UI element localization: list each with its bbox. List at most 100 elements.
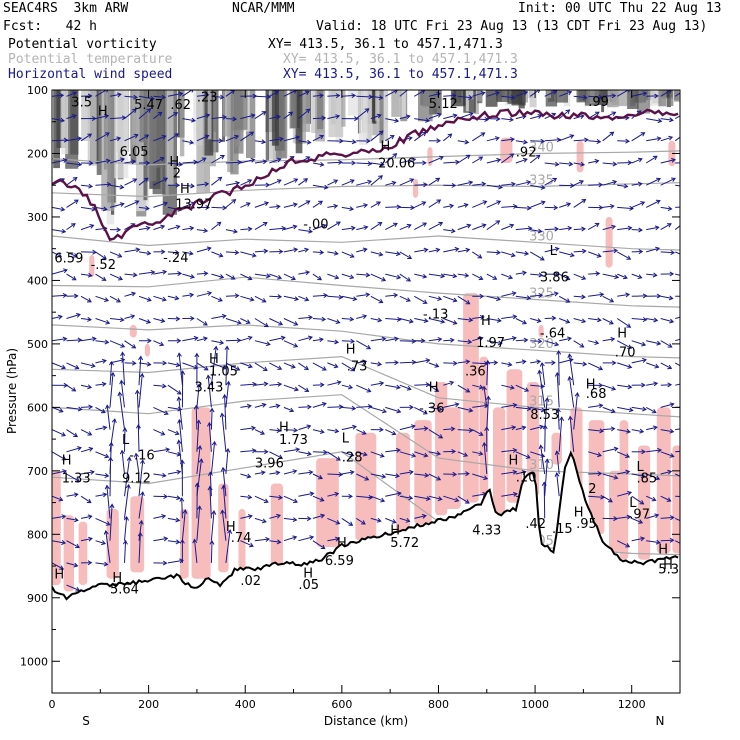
wind-vector-head <box>367 179 373 185</box>
wind-vector <box>660 340 672 348</box>
wind-vector <box>211 95 224 98</box>
wind-vector <box>530 184 545 189</box>
wind-vector-head <box>74 364 80 370</box>
wind-vector <box>428 429 443 439</box>
wind-vector <box>486 273 497 280</box>
wind-vector <box>225 118 237 120</box>
wind-vector-head <box>275 204 281 210</box>
wind-vector-head <box>303 178 309 183</box>
wind-vector <box>587 362 603 370</box>
wind-vector-head <box>177 406 183 412</box>
wind-vector <box>240 273 252 280</box>
wind-vector-head <box>551 315 557 321</box>
wind-vector-head <box>565 109 571 114</box>
wind-vector-head <box>246 403 252 409</box>
wind-vector <box>66 406 82 410</box>
extremum-label: .23 <box>197 90 218 105</box>
wind-vector-head <box>638 519 644 524</box>
wind-vector <box>515 251 529 255</box>
wind-vector <box>370 273 386 281</box>
wind-vector <box>356 204 368 208</box>
wind-vector <box>443 403 459 408</box>
wind-vector <box>530 229 542 233</box>
wind-vector <box>443 161 460 164</box>
wind-vector-head <box>61 432 66 437</box>
wind-vector-head <box>626 514 632 520</box>
wind-vector <box>428 384 439 392</box>
wind-vector <box>298 295 309 301</box>
wind-vector <box>573 139 588 142</box>
wind-vector <box>153 448 170 453</box>
wind-vector <box>631 273 642 279</box>
wind-vector <box>341 517 353 526</box>
wind-vector-head <box>365 292 371 298</box>
wind-vector <box>225 199 236 208</box>
wind-vector-head <box>579 180 584 185</box>
wind-vector-head <box>292 517 298 523</box>
wind-vector-head <box>222 205 228 211</box>
wind-vector-head <box>423 182 428 188</box>
wind-vector <box>52 429 66 437</box>
wind-vector <box>66 92 77 97</box>
wind-vector-head <box>88 446 94 452</box>
wind-vector-head <box>219 412 225 418</box>
x-tick-label: 200 <box>138 698 159 711</box>
wind-vector-head <box>536 90 541 94</box>
wind-vector-head <box>554 226 560 232</box>
wind-vector <box>269 158 281 164</box>
wind-vector-head <box>197 445 203 450</box>
wind-vector-head <box>63 137 69 143</box>
wind-vector <box>124 428 126 452</box>
wind-vector-head <box>510 252 516 258</box>
wind-vector-head <box>524 250 530 256</box>
pv-contour-line <box>52 108 679 242</box>
wind-vector <box>269 495 283 499</box>
strat-shade-cell <box>341 90 346 127</box>
wind-vector-head <box>526 295 532 301</box>
wind-vector <box>182 202 195 208</box>
wind-vector <box>95 360 107 364</box>
wind-vector-head <box>642 406 647 412</box>
wind-vector-head <box>179 539 185 544</box>
wind-vector <box>167 162 183 166</box>
wind-vector <box>153 95 166 98</box>
wind-vector <box>472 183 486 186</box>
wind-vector-head <box>263 322 269 328</box>
wind-vector <box>95 295 109 302</box>
wind-vector <box>66 562 78 567</box>
wind-vector <box>472 156 483 164</box>
wind-vector-head <box>512 203 518 209</box>
wind-vector-head <box>626 255 632 260</box>
wind-vector-head <box>178 91 184 97</box>
wind-vector <box>544 425 546 452</box>
wind-vector-head <box>116 227 122 233</box>
wind-vector-head <box>465 359 471 365</box>
wind-vector-head <box>449 203 455 209</box>
wind-vector-head <box>174 249 180 255</box>
wind-vector <box>399 495 413 499</box>
wind-vector-head <box>104 297 110 302</box>
wind-vector-head <box>554 472 560 478</box>
wind-vector <box>573 115 584 120</box>
wind-vector-head <box>510 95 516 100</box>
wind-vector <box>240 449 256 453</box>
wind-vector <box>559 184 574 187</box>
wind-vector-head <box>249 542 254 548</box>
wind-vector-head <box>638 249 644 255</box>
wind-vector <box>225 251 239 254</box>
wind-vector-head <box>598 382 604 388</box>
wind-vector-head <box>594 111 600 116</box>
wind-vector-head <box>493 360 499 366</box>
wind-vector <box>283 406 294 412</box>
wind-vector-head <box>138 519 144 525</box>
wind-vector <box>616 540 630 548</box>
wind-vector-head <box>608 497 613 503</box>
wind-vector <box>138 206 149 210</box>
wind-vector <box>138 95 154 100</box>
wind-vector <box>472 200 487 208</box>
wind-vector <box>356 495 373 499</box>
wind-vector-head <box>265 536 271 542</box>
wind-vector <box>283 362 296 368</box>
wind-vector <box>269 205 280 208</box>
extremum-label: H <box>429 381 439 396</box>
